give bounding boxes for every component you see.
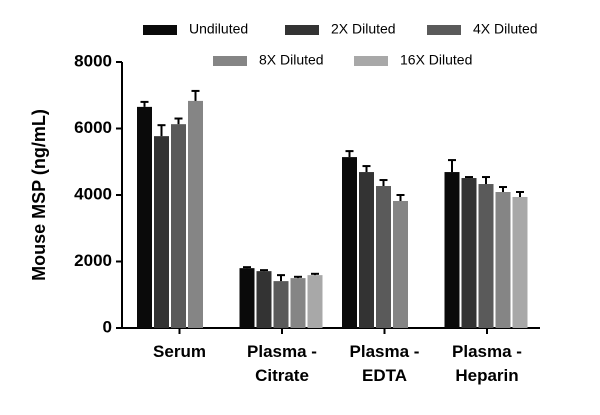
legend-swatch [213, 56, 247, 66]
error-bar [516, 191, 524, 197]
y-tick-label: 4000 [74, 184, 112, 203]
error-bar [243, 266, 251, 269]
error-bar [482, 176, 490, 185]
bar [512, 196, 528, 328]
error-bar [277, 274, 285, 282]
x-tick-label: Serum [153, 342, 206, 361]
y-tick-label: 2000 [74, 251, 112, 270]
bar [239, 268, 255, 328]
bar [444, 172, 460, 328]
error-bar [174, 117, 183, 125]
x-tick-label: Plasma - Citrate [247, 342, 317, 385]
bar [307, 275, 323, 328]
legend-label: 4X Diluted [473, 21, 538, 37]
bar [154, 136, 169, 328]
y-tick-label: 8000 [74, 51, 112, 70]
legend-label: 8X Diluted [259, 52, 324, 68]
error-bar [294, 275, 302, 279]
legend-swatch [143, 25, 177, 35]
bar [393, 200, 408, 328]
error-bar [396, 194, 405, 201]
bar [256, 271, 272, 328]
y-tick-label: 6000 [74, 118, 112, 137]
error-bar [362, 165, 371, 173]
bar [171, 124, 186, 329]
error-bar [157, 124, 166, 137]
legend-label: 2X Diluted [331, 21, 396, 37]
bar [273, 281, 289, 328]
bar [188, 100, 203, 328]
bar [359, 172, 374, 328]
legend-swatch [427, 25, 461, 35]
legend-swatch [285, 25, 319, 35]
error-bar [465, 176, 473, 179]
bar [290, 278, 306, 328]
y-axis-label: Mouse MSP (ng/mL) [29, 109, 49, 281]
bar [376, 186, 391, 328]
bar [137, 106, 152, 328]
legend-swatch [354, 56, 388, 66]
x-tick-label: Plasma - EDTA [349, 342, 420, 385]
error-bar [260, 269, 268, 272]
error-bar [448, 159, 456, 173]
error-bar [345, 150, 354, 158]
bar [478, 184, 494, 328]
error-bar [499, 186, 507, 193]
legend-label: 16X Diluted [400, 52, 472, 68]
legend-label: Undiluted [189, 21, 248, 37]
y-tick-label: 0 [103, 317, 112, 336]
x-tick-label: Plasma - Heparin [452, 342, 522, 385]
error-bar [191, 89, 200, 101]
error-bar [311, 272, 319, 276]
error-bar [379, 179, 388, 187]
bar [461, 178, 477, 328]
bar [495, 192, 511, 328]
bar [342, 157, 357, 328]
error-bar [140, 100, 149, 107]
